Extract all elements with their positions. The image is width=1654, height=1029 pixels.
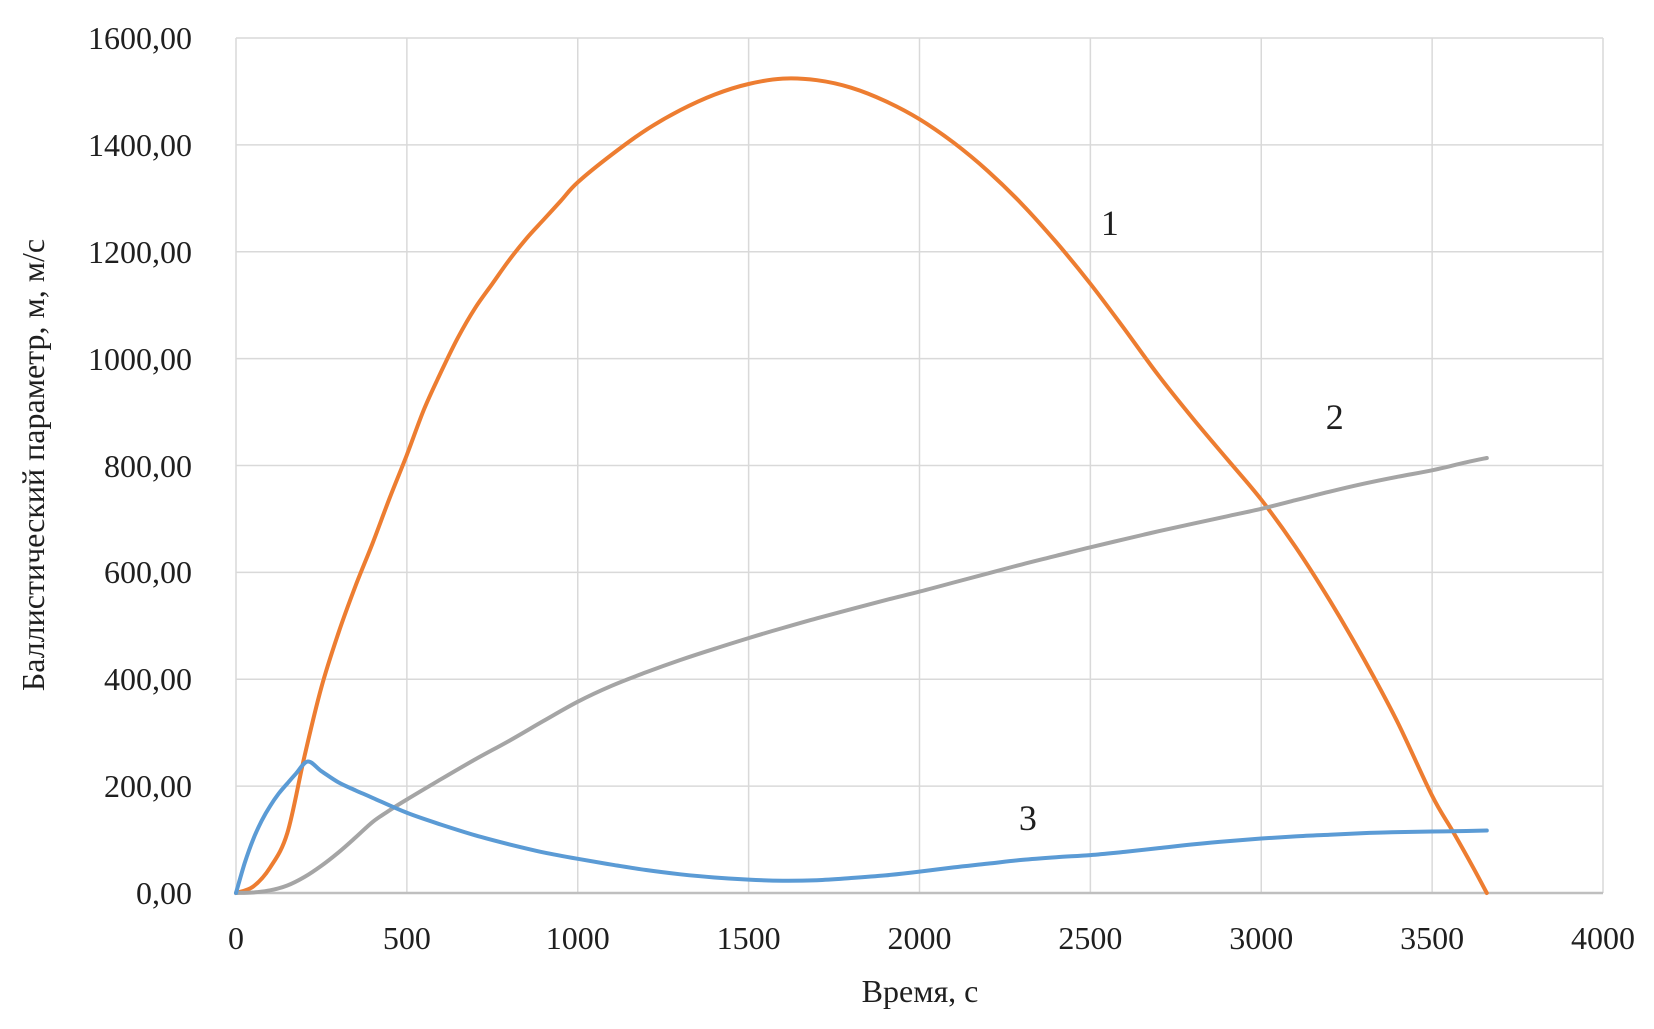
curve-annotation-2: 2	[1325, 396, 1344, 437]
x-tick-label: 0	[228, 920, 244, 956]
curve-annotation-1: 1	[1100, 202, 1119, 243]
x-axis-title: Время, с	[861, 973, 979, 1009]
curve-2	[234, 456, 1489, 895]
y-tick-label: 0,00	[136, 875, 192, 911]
x-tick-label: 4000	[1571, 920, 1635, 956]
x-tick-label: 3000	[1229, 920, 1294, 956]
y-tick-label: 400,00	[104, 661, 192, 698]
x-tick-label: 2500	[1058, 920, 1123, 956]
x-tick-label: 500	[382, 920, 431, 956]
x-tick-label: 2000	[887, 920, 952, 956]
curve-annotation-3: 3	[1018, 798, 1037, 839]
curve-1	[234, 76, 1489, 895]
y-tick-label: 200,00	[104, 768, 192, 805]
y-tick-label: 600,00	[104, 554, 192, 591]
x-tick-label: 3500	[1400, 920, 1465, 956]
y-tick-label: 1600,00	[88, 20, 192, 56]
y-tick-label: 800,00	[104, 447, 192, 484]
y-tick-label: 1000,00	[88, 340, 192, 377]
x-tick-label: 1500	[716, 920, 781, 956]
curve-3	[234, 759, 1489, 895]
y-tick-label: 1400,00	[88, 126, 192, 163]
y-tick-label: 1200,00	[88, 233, 192, 270]
x-tick-label: 1000	[545, 920, 610, 956]
